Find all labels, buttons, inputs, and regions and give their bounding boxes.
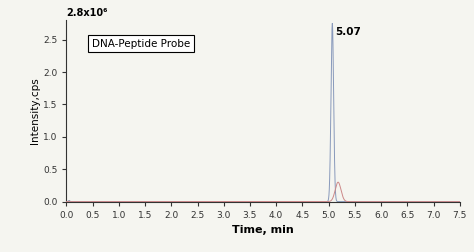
Text: 2.8x10⁶: 2.8x10⁶ <box>66 8 108 18</box>
Text: DNA-Peptide Probe: DNA-Peptide Probe <box>92 39 190 49</box>
Y-axis label: Intensity,cps: Intensity,cps <box>30 78 40 144</box>
X-axis label: Time, min: Time, min <box>232 225 294 235</box>
Text: 5.07: 5.07 <box>336 27 361 37</box>
